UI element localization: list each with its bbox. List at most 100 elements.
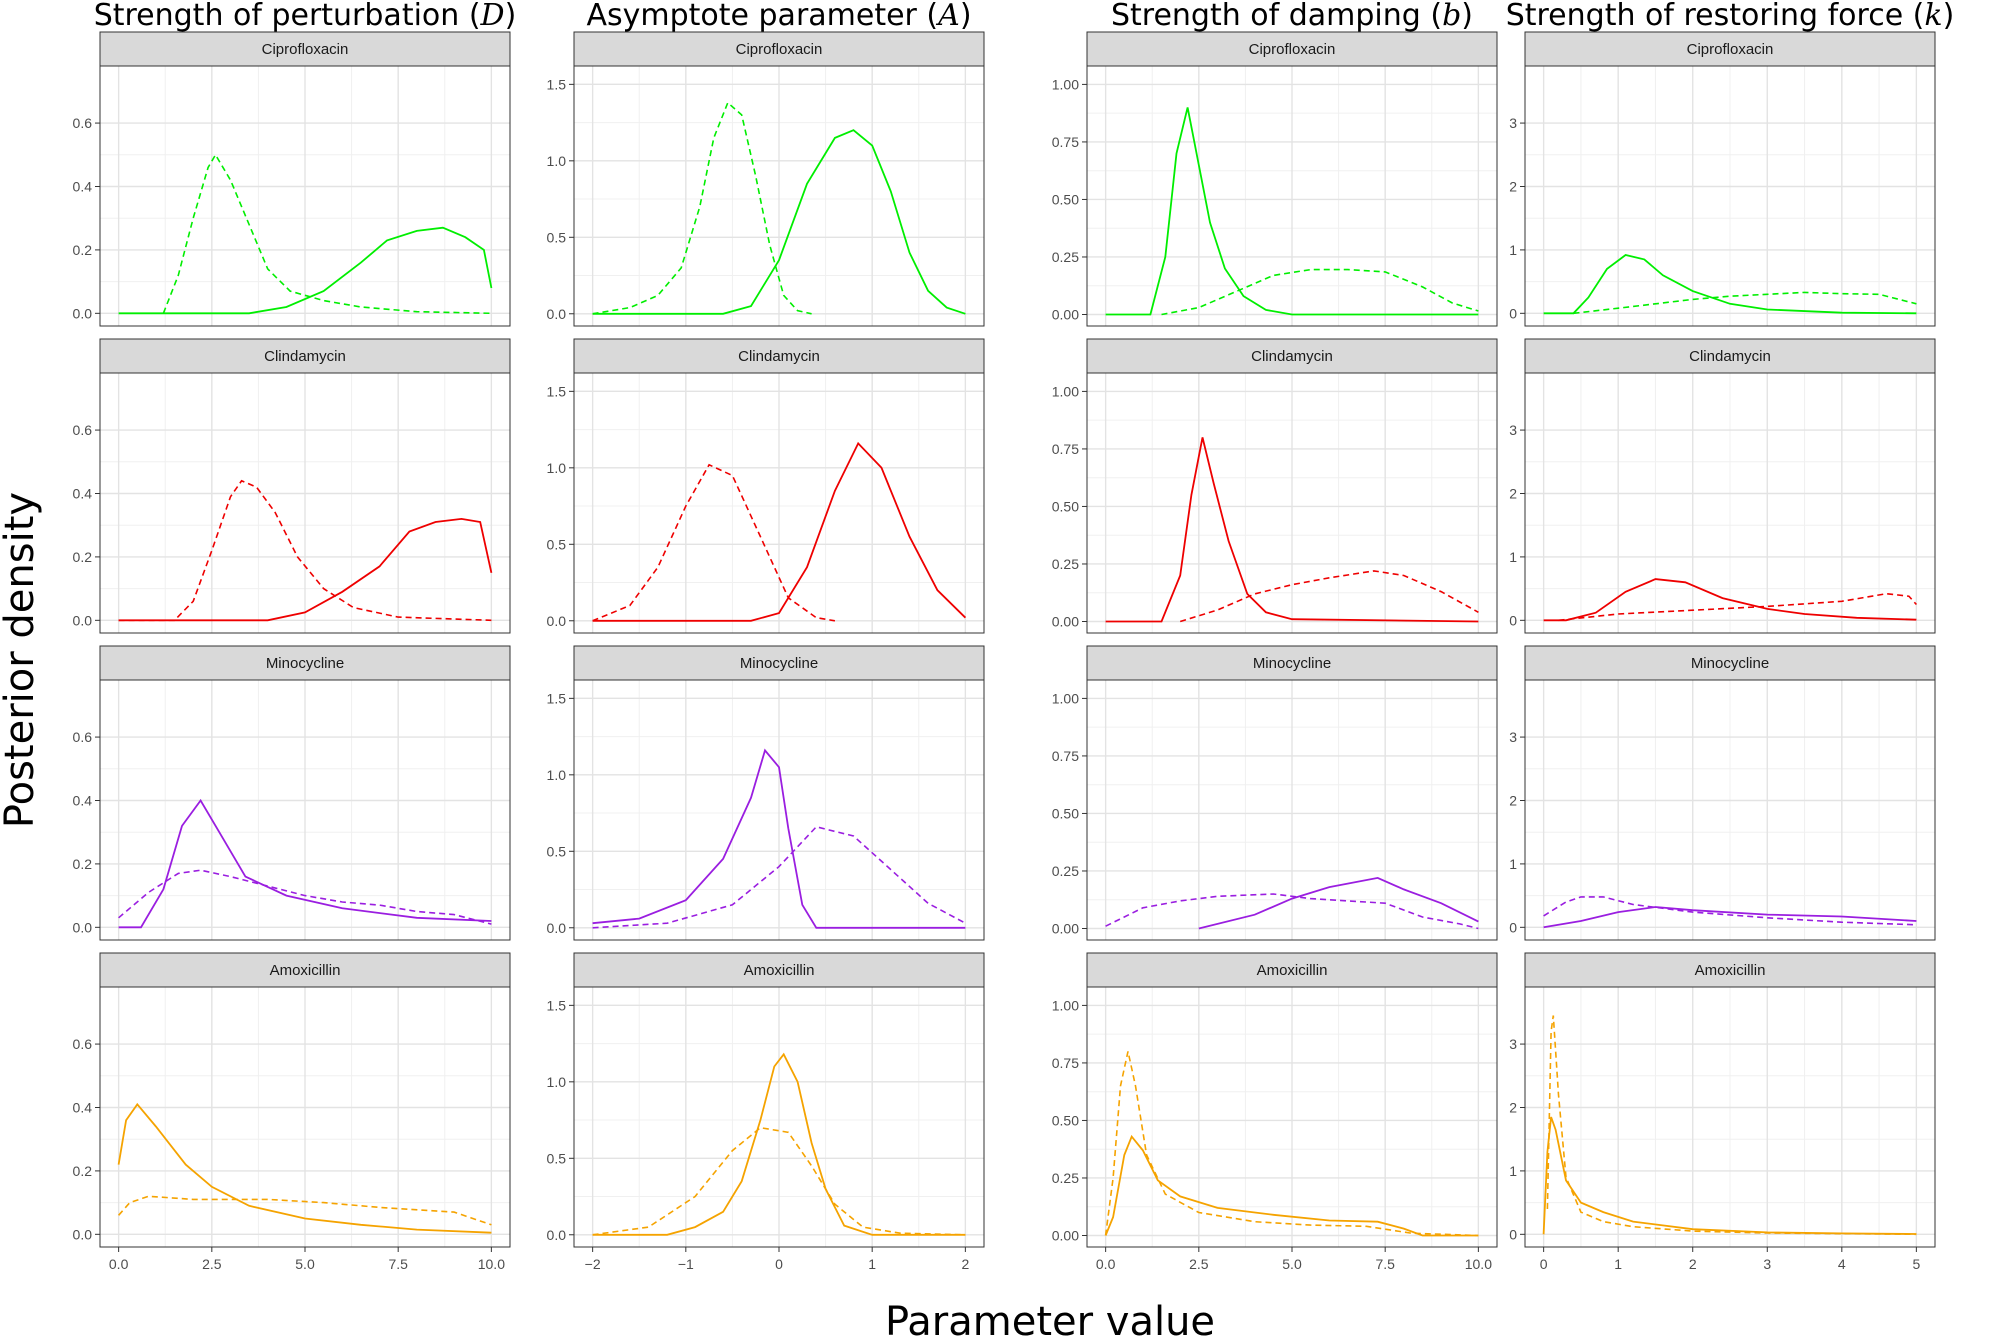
column-title-text: Strength of damping ( — [1111, 0, 1442, 33]
panel-amoxicillin-col4: Amoxicillin 0 1 2 3 4 5 0 1 2 3 — [1509, 952, 1936, 1272]
solid-density-curve — [592, 441, 967, 622]
column-title-1: Strength of perturbation (D) — [94, 0, 517, 33]
y-tick-label: 2 — [1509, 485, 1517, 501]
panel-border — [573, 679, 985, 941]
dashed-density-curve — [1105, 893, 1479, 930]
x-tick-label: 10.0 — [478, 1256, 505, 1272]
y-tick-label: 1.00 — [1052, 383, 1079, 399]
y-tick-label: 0.50 — [1052, 805, 1079, 821]
y-tick-label: 1.0 — [547, 153, 567, 169]
x-tick-label: 2.5 — [202, 1256, 222, 1272]
y-tick-label: 1 — [1509, 1163, 1517, 1179]
y-tick-label: 0.4 — [73, 792, 93, 808]
facet-strip-label: Amoxicillin — [270, 962, 341, 979]
y-tick-label: 1 — [1509, 549, 1517, 565]
solid-density-curve — [1542, 1116, 1917, 1235]
panel-border — [1086, 679, 1498, 941]
column-title-close: ) — [1943, 0, 1955, 33]
panel-border — [1524, 986, 1936, 1248]
x-tick-label: 1 — [1614, 1256, 1622, 1272]
facet-strip-label: Ciprofloxacin — [1687, 41, 1774, 58]
facet-strip — [1086, 645, 1498, 681]
y-tick-label: 0.00 — [1052, 613, 1079, 629]
facet-strip — [1086, 338, 1498, 374]
y-tick-label: 0.5 — [547, 843, 567, 859]
y-tick-label: 1.0 — [547, 1074, 567, 1090]
panel-amoxicillin-col1: Amoxicillin 0.0 2.5 5.0 7.5 10.0 0.0 0.2 0.4 0.6 — [73, 952, 511, 1272]
facet-strip — [99, 31, 511, 67]
x-tick-label: 5.0 — [1282, 1256, 1302, 1272]
solid-density-curve — [592, 1052, 966, 1236]
panel-grid: Ciprofloxacin 0.0 0.2 0.4 0.6 Ciprofloxacin 0.… — [73, 31, 1936, 1272]
facet-strip-label: Ciprofloxacin — [262, 41, 349, 58]
panel-amoxicillin-col2: Amoxicillin −2 −1 0 1 2 0.0 0.5 1.0 1.5 — [547, 952, 985, 1272]
facet-strip — [1524, 645, 1936, 681]
y-tick-label: 0.5 — [547, 536, 567, 552]
x-axis-title: Parameter value — [885, 1299, 1215, 1338]
solid-density-curve — [592, 748, 966, 929]
panel-border — [99, 679, 511, 941]
x-tick-label: 0 — [1540, 1256, 1548, 1272]
dashed-density-curve — [118, 869, 492, 925]
y-tick-label: 0.0 — [73, 612, 93, 628]
panel-ciprofloxacin-col3: Ciprofloxacin 0.00 0.25 0.50 0.75 1.00 — [1052, 31, 1498, 327]
facet-strip — [1524, 31, 1936, 67]
y-tick-label: 0.50 — [1052, 1112, 1079, 1128]
dashed-density-curve — [1543, 896, 1917, 926]
y-tick-label: 0 — [1509, 612, 1517, 628]
solid-density-curve — [1105, 107, 1479, 316]
panel-border — [573, 372, 985, 634]
y-tick-label: 2 — [1509, 1099, 1517, 1115]
y-tick-label: 0.6 — [73, 729, 93, 745]
solid-density-curve — [1543, 254, 1917, 315]
facet-strip — [1086, 952, 1498, 988]
y-tick-label: 2 — [1509, 792, 1517, 808]
column-title-3: Strength of damping (b) — [1111, 0, 1473, 33]
y-tick-label: 0.25 — [1052, 556, 1079, 572]
facet-strip-label: Amoxicillin — [1695, 962, 1766, 979]
x-tick-label: 7.5 — [388, 1256, 408, 1272]
panel-border — [99, 65, 511, 327]
y-tick-label: 0.75 — [1052, 1055, 1079, 1071]
y-tick-label: 0.00 — [1052, 920, 1079, 936]
panel-border — [1524, 65, 1936, 327]
y-tick-label: 1 — [1509, 856, 1517, 872]
facet-strip-label: Ciprofloxacin — [736, 41, 823, 58]
panel-minocycline-col4: Minocycline 0 1 2 3 — [1509, 645, 1936, 941]
facet-strip — [573, 31, 985, 67]
facet-strip-label: Minocycline — [266, 655, 344, 672]
column-title-close: ) — [960, 0, 972, 33]
facet-strip-label: Amoxicillin — [744, 962, 815, 979]
facet-strip — [573, 338, 985, 374]
facet-strip-label: Clindamycin — [264, 348, 346, 365]
y-tick-label: 0.0 — [73, 919, 93, 935]
facet-strip-label: Minocycline — [740, 655, 818, 672]
dashed-density-curve — [117, 1195, 492, 1226]
facet-strip — [1524, 338, 1936, 374]
x-tick-label: 4 — [1838, 1256, 1846, 1272]
y-tick-label: 0.6 — [73, 115, 93, 131]
x-tick-label: 2 — [1689, 1256, 1697, 1272]
facet-strip — [99, 952, 511, 988]
y-tick-label: 3 — [1509, 422, 1517, 438]
y-tick-label: 0.5 — [547, 229, 567, 245]
facet-strip — [573, 952, 985, 988]
facet-strip-label: Minocycline — [1253, 655, 1331, 672]
panel-border — [1086, 372, 1498, 634]
x-tick-label: 7.5 — [1375, 1256, 1395, 1272]
column-title-close: ) — [1461, 0, 1473, 33]
dashed-density-curve — [162, 153, 492, 315]
y-tick-label: 0.2 — [73, 1163, 93, 1179]
panel-clindamycin-col1: Clindamycin 0.0 0.2 0.4 0.6 — [73, 338, 511, 634]
y-tick-label: 0.0 — [73, 1226, 93, 1242]
y-tick-label: 0.2 — [73, 242, 93, 258]
y-tick-label: 1.5 — [547, 76, 567, 92]
facet-strip-label: Clindamycin — [1251, 348, 1333, 365]
y-tick-label: 0.5 — [547, 1150, 567, 1166]
column-title-2: Asymptote parameter (A) — [586, 0, 971, 33]
dashed-density-curve — [592, 463, 836, 622]
y-tick-label: 0.25 — [1052, 863, 1079, 879]
column-title-symbol: A — [935, 0, 960, 33]
y-tick-label: 0.4 — [73, 178, 93, 194]
facet-strip-label: Minocycline — [1691, 655, 1769, 672]
